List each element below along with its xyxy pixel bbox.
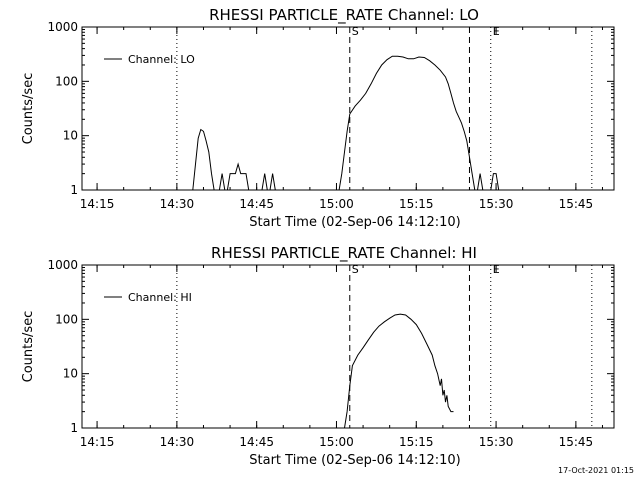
y-axis-label: Counts/sec: [21, 73, 36, 145]
series-line-segment: [226, 162, 250, 191]
series-line-segment: [490, 173, 500, 191]
x-tick-label: 14:30: [160, 197, 195, 211]
marker-label-e: E: [493, 25, 500, 38]
marker-label-s: S: [352, 263, 359, 276]
marker-label-e: E: [493, 263, 500, 276]
x-axis-label: Start Time (02-Sep-06 14:12:10): [249, 215, 460, 230]
x-tick-label: 14:15: [80, 197, 115, 211]
legend-entry: Channel: LO: [128, 53, 195, 66]
y-tick-label: 10: [63, 367, 78, 381]
x-tick-label: 15:15: [399, 197, 434, 211]
y-tick-label: 100: [55, 312, 78, 326]
y-tick-label: 100: [55, 74, 78, 88]
plot-frame: [81, 264, 615, 429]
x-tick-label: 15:30: [479, 435, 514, 449]
x-tick-label: 15:15: [399, 435, 434, 449]
x-tick-label: 14:30: [160, 435, 195, 449]
chart-title: RHESSI PARTICLE_RATE Channel: HI: [211, 244, 477, 263]
x-tick-label: 14:45: [239, 197, 274, 211]
chart-title: RHESSI PARTICLE_RATE Channel: LO: [209, 6, 479, 25]
y-tick-label: 1: [70, 183, 78, 197]
series-line-segment: [477, 173, 484, 191]
plot-frame: [81, 26, 615, 191]
y-tick-label: 1: [70, 421, 78, 435]
x-tick-label: 15:00: [319, 435, 354, 449]
x-axis-label: Start Time (02-Sep-06 14:12:10): [249, 453, 460, 468]
x-tick-label: 15:30: [479, 197, 514, 211]
series-line-segment: [344, 313, 454, 429]
x-tick-label: 14:45: [239, 435, 274, 449]
y-tick-label: 1000: [47, 258, 78, 272]
series-line-segment: [261, 173, 268, 191]
x-tick-label: 15:45: [559, 435, 594, 449]
y-axis-label: Counts/sec: [21, 311, 36, 383]
chart-panel-2: RHESSI PARTICLE_RATE Channel: HI 1 10 100 10…: [21, 244, 615, 468]
legend-entry: Channel: HI: [128, 291, 192, 304]
x-tick-label: 15:45: [559, 197, 594, 211]
marker-label-s: S: [352, 25, 359, 38]
series-line-segment: [338, 55, 476, 191]
y-tick-label: 10: [63, 129, 78, 143]
print-timestamp: 17-Oct-2021 01:15: [558, 466, 634, 475]
x-tick-label: 15:00: [319, 197, 354, 211]
series-line-segment: [218, 173, 226, 191]
y-tick-label: 1000: [47, 20, 78, 34]
x-tick-label: 14:15: [80, 435, 115, 449]
series-line-segment: [192, 128, 215, 191]
chart-panel-1: RHESSI PARTICLE_RATE Channel: LO 1 10 100 10…: [21, 6, 615, 230]
series-line-segment: [269, 173, 276, 191]
